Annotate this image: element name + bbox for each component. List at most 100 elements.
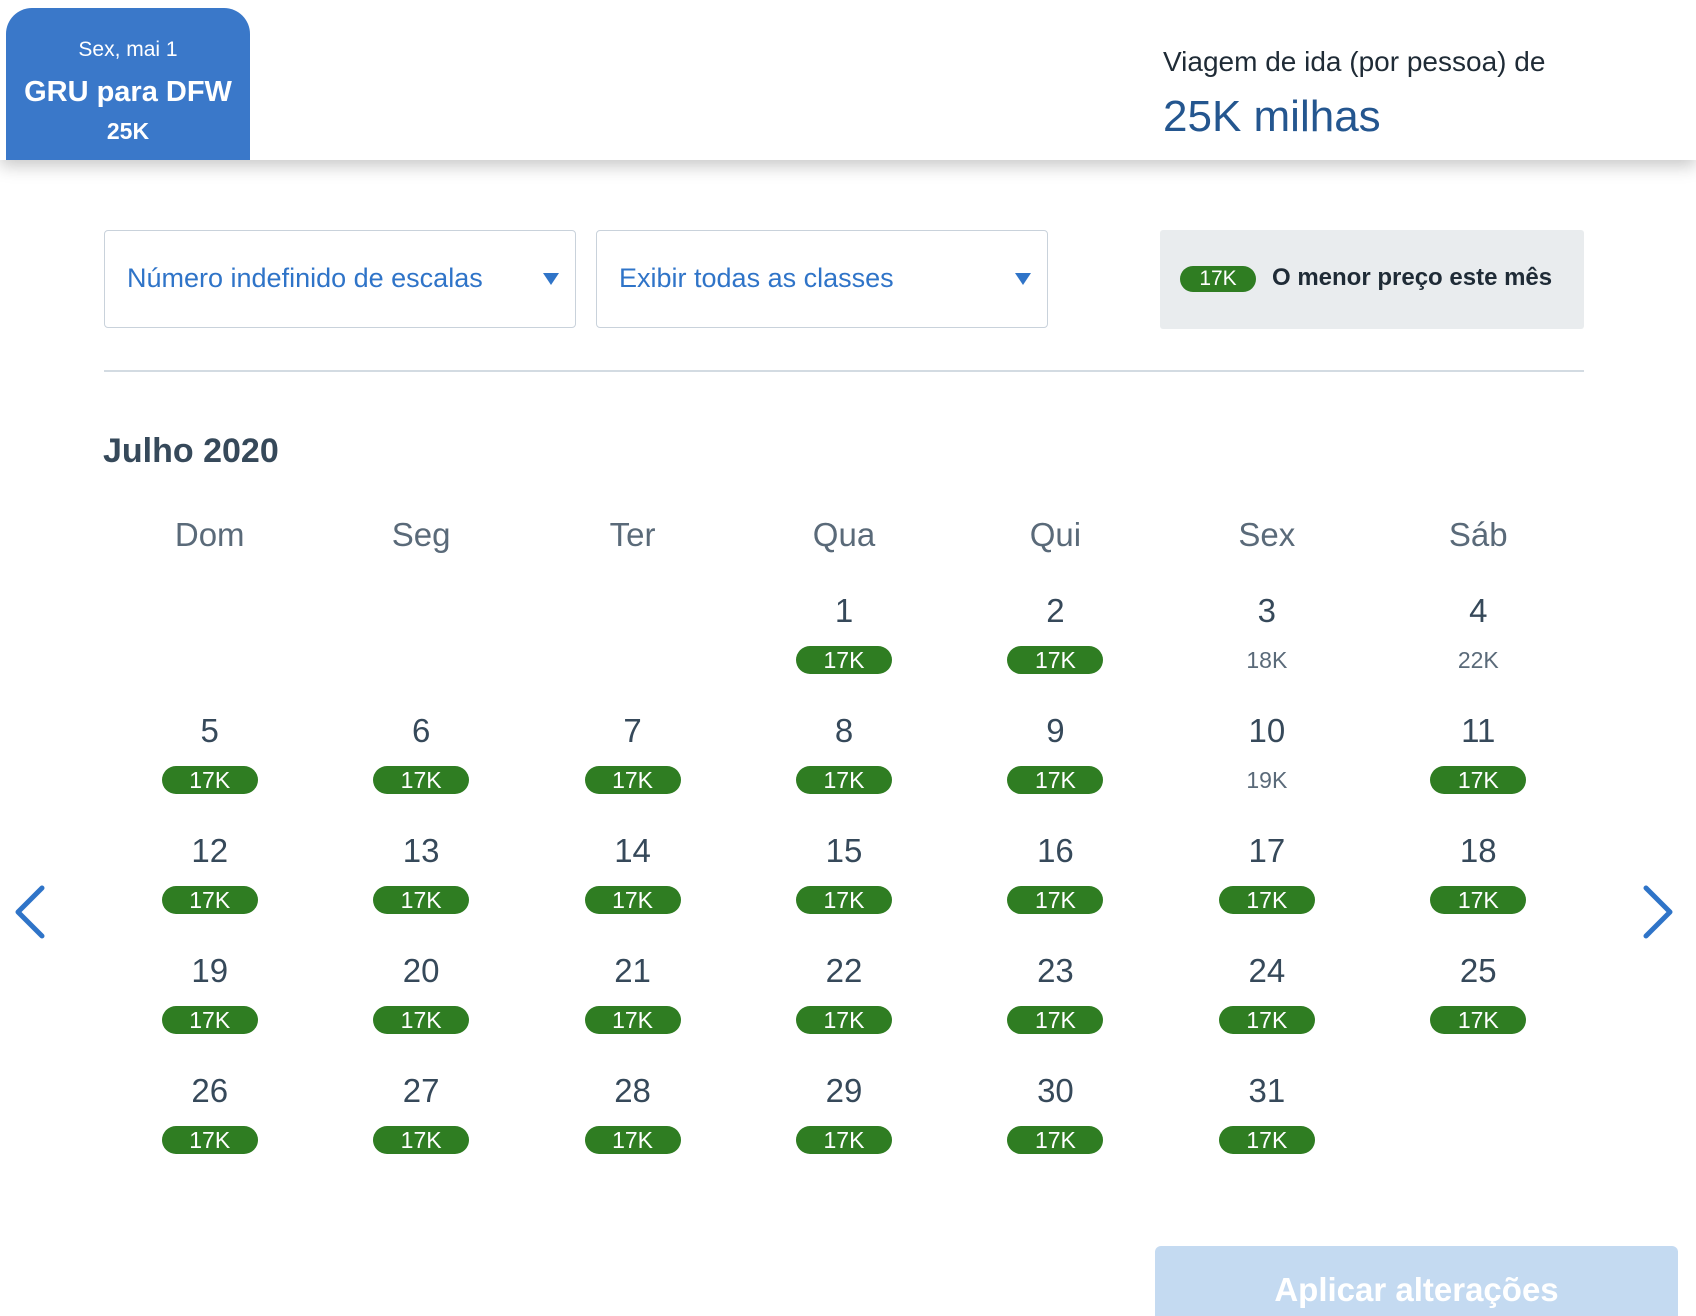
stops-filter-select[interactable]: Número indefinido de escalas	[104, 230, 576, 328]
lowest-price-badge: 17K	[1430, 886, 1527, 914]
calendar-day-16[interactable]: 16 17K	[950, 820, 1161, 940]
month-title: Julho 2020	[103, 432, 279, 470]
day-number: 28	[614, 1072, 651, 1109]
calendar-day-24[interactable]: 24 17K	[1161, 940, 1372, 1060]
day-number: 17	[1248, 832, 1286, 869]
calendar-day-17[interactable]: 17 17K	[1161, 820, 1372, 940]
apply-changes-button[interactable]: Aplicar alterações	[1155, 1246, 1678, 1316]
calendar-day-26[interactable]: 26 17K	[104, 1060, 315, 1180]
calendar-day-19[interactable]: 19 17K	[104, 940, 315, 1060]
day-number: 30	[1037, 1072, 1074, 1109]
day-number: 31	[1248, 1072, 1286, 1109]
calendar-day-30[interactable]: 30 17K	[950, 1060, 1161, 1180]
day-number: 9	[1046, 712, 1065, 749]
calendar-day-28[interactable]: 28 17K	[527, 1060, 738, 1180]
lowest-price-badge: 17K	[1007, 886, 1104, 914]
calendar-day-7[interactable]: 7 17K	[527, 700, 738, 820]
lowest-price-badge: 17K	[1007, 1126, 1104, 1154]
day-number: 10	[1248, 712, 1286, 749]
weekday-header: Dom Seg Ter Qua Qui Sex Sáb	[104, 516, 1584, 554]
calendar-day-10[interactable]: 10 19K	[1161, 700, 1372, 820]
lowest-price-badge: 17K	[373, 1006, 470, 1034]
legend-text: O menor preço este mês	[1272, 264, 1553, 291]
selected-trip-tab[interactable]: Sex, mai 1 GRU para DFW 25K	[6, 8, 250, 160]
day-price: 18K	[1246, 647, 1288, 673]
day-number: 18	[1459, 832, 1497, 869]
lowest-price-badge: 17K	[161, 1006, 258, 1034]
lowest-price-badge: 17K	[584, 1126, 681, 1154]
calendar-grid: 1 17K 2 17K 3 18K 4 22K 5 17K 6 17K 7 17K 8 17K 9 17K 10 19…	[104, 580, 1584, 1180]
calendar-empty-cell	[104, 580, 315, 700]
calendar-day-1[interactable]: 1 17K	[738, 580, 949, 700]
lowest-price-badge: 17K	[1007, 766, 1104, 794]
fare-label: Viagem de ida (por pessoa) de	[1163, 46, 1546, 77]
day-number: 22	[825, 952, 863, 989]
day-number: 29	[825, 1072, 863, 1109]
calendar-day-11[interactable]: 11 17K	[1373, 700, 1584, 820]
calendar-day-21[interactable]: 21 17K	[527, 940, 738, 1060]
lowest-price-badge: 17K	[161, 1126, 258, 1154]
calendar-day-3[interactable]: 3 18K	[1161, 580, 1372, 700]
calendar-day-12[interactable]: 12 17K	[104, 820, 315, 940]
lowest-price-badge: 17K	[373, 1126, 470, 1154]
day-number: 4	[1469, 592, 1488, 629]
lowest-price-badge: 17K	[1430, 1006, 1527, 1034]
lowest-price-badge: 17K	[1007, 1006, 1104, 1034]
lowest-price-badge: 17K	[795, 646, 892, 674]
lowest-price-badge: 17K	[1430, 766, 1527, 794]
lowest-price-badge: 17K	[795, 1006, 892, 1034]
calendar-day-15[interactable]: 15 17K	[738, 820, 949, 940]
class-filter-select[interactable]: Exibir todas as classes	[596, 230, 1048, 328]
lowest-price-badge: 17K	[795, 886, 892, 914]
day-number: 23	[1037, 952, 1074, 989]
calendar-day-8[interactable]: 8 17K	[738, 700, 949, 820]
calendar-day-13[interactable]: 13 17K	[315, 820, 526, 940]
lowest-price-legend: 17K O menor preço este mês	[1160, 230, 1584, 329]
trip-date: Sex, mai 1	[78, 38, 178, 61]
calendar-day-20[interactable]: 20 17K	[315, 940, 526, 1060]
day-number: 12	[191, 832, 229, 869]
calendar-day-25[interactable]: 25 17K	[1373, 940, 1584, 1060]
calendar-day-18[interactable]: 18 17K	[1373, 820, 1584, 940]
day-number: 14	[614, 832, 651, 869]
calendar-day-6[interactable]: 6 17K	[315, 700, 526, 820]
day-number: 21	[614, 952, 651, 989]
lowest-price-badge: 17K	[1218, 1126, 1315, 1154]
calendar-day-29[interactable]: 29 17K	[738, 1060, 949, 1180]
weekday-label: Dom	[174, 516, 245, 553]
day-number: 15	[825, 832, 863, 869]
caret-down-icon	[1015, 273, 1031, 285]
calendar-day-22[interactable]: 22 17K	[738, 940, 949, 1060]
lowest-price-badge: 17K	[1218, 1006, 1315, 1034]
calendar-day-27[interactable]: 27 17K	[315, 1060, 526, 1180]
chevron-left-icon[interactable]	[10, 880, 50, 944]
fare-info: Viagem de ida (por pessoa) de 25K milhas	[1163, 46, 1545, 142]
weekday-label: Sáb	[1448, 516, 1508, 553]
calendar-day-5[interactable]: 5 17K	[104, 700, 315, 820]
trip-miles: 25K	[106, 118, 150, 144]
calendar-empty-cell	[527, 580, 738, 700]
day-number: 11	[1461, 712, 1496, 749]
chevron-right-icon[interactable]	[1638, 880, 1678, 944]
calendar-day-31[interactable]: 31 17K	[1161, 1060, 1372, 1180]
day-price: 22K	[1457, 647, 1499, 673]
lowest-price-badge: 17K	[161, 886, 258, 914]
calendar-day-4[interactable]: 4 22K	[1373, 580, 1584, 700]
day-number: 25	[1459, 952, 1497, 989]
day-number: 27	[402, 1072, 440, 1109]
lowest-price-badge: 17K	[584, 886, 681, 914]
calendar-day-14[interactable]: 14 17K	[527, 820, 738, 940]
lowest-price-badge: 17K	[373, 766, 470, 794]
lowest-price-badge: 17K	[1218, 886, 1315, 914]
calendar-day-9[interactable]: 9 17K	[950, 700, 1161, 820]
lowest-price-badge: 17K	[795, 1126, 892, 1154]
fare-price: 25K milhas	[1163, 92, 1381, 141]
lowest-price-badge: 17K	[161, 766, 258, 794]
weekday-label: Ter	[609, 516, 656, 553]
header: Sex, mai 1 GRU para DFW 25K Viagem de id…	[0, 0, 1696, 160]
day-number: 20	[402, 952, 440, 989]
main-content: Número indefinido de escalas Exibir toda…	[0, 160, 1696, 1316]
day-number: 1	[834, 592, 854, 629]
calendar-day-2[interactable]: 2 17K	[950, 580, 1161, 700]
calendar-day-23[interactable]: 23 17K	[950, 940, 1161, 1060]
